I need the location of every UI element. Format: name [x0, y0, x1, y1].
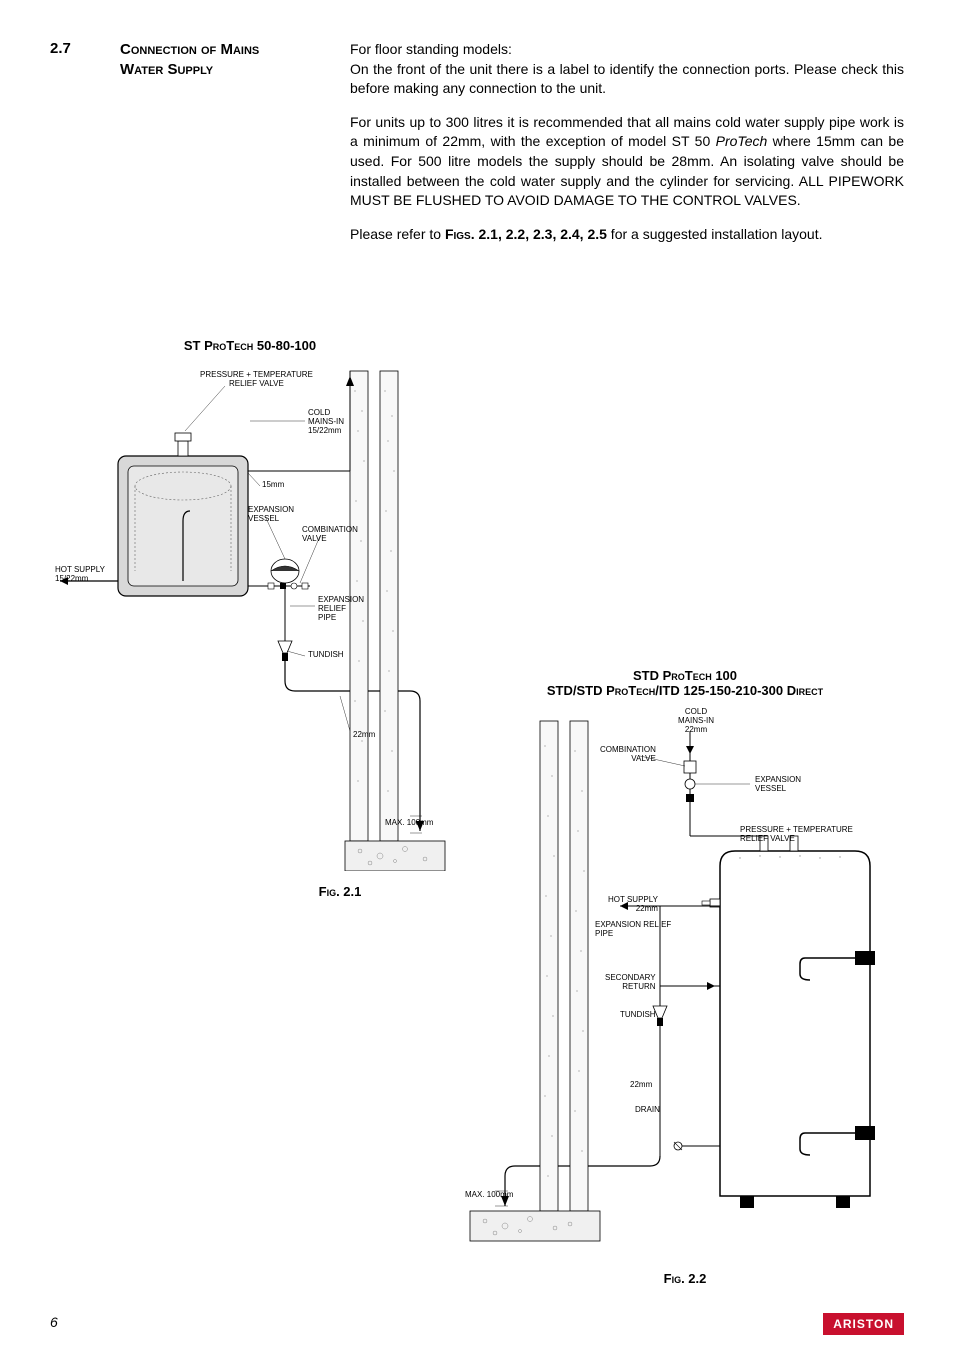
section-title-line2: Water Supply [120, 61, 213, 78]
diagram-2-svg [460, 706, 910, 1246]
p1-line1: For floor standing models: [350, 41, 512, 57]
d2-label-exp-vessel: EXPANSIONVESSEL [755, 776, 801, 794]
section-title-line1: Connection of Mains [120, 41, 259, 58]
d1-label-exp-vessel: EXPANSIONVESSEL [248, 506, 294, 524]
paragraph-2: For units up to 300 litres it is recomme… [350, 113, 904, 211]
d2-title-line2: STD/STD ProTech/ITD 125-150-210-300 Dire… [547, 683, 823, 698]
d1-label-hot-supply: HOT SUPPLY15/22mm [55, 566, 105, 584]
d2-label-drain: DRAIN [635, 1106, 660, 1115]
d1-label-exp-relief: EXPANSIONRELIEFPIPE [318, 596, 364, 622]
p3-pre: Please refer to [350, 226, 445, 242]
diagram-1-title: ST ProTech 50-80-100 [50, 338, 450, 353]
page-number: 6 [50, 1314, 58, 1330]
section-number: 2.7 [50, 40, 90, 258]
d2-label-max100: MAX. 100mm [465, 1191, 513, 1200]
diagram-1-caption: Fig. 2.1 [290, 884, 390, 899]
d2-label-exp-relief: EXPANSION RELIEFPIPE [595, 921, 671, 939]
d2-label-hot-supply: HOT SUPPLY22mm [608, 896, 658, 914]
diagram-2: COLDMAINS-IN22mm COMBINATIONVALVE EXPANS… [460, 706, 910, 1251]
d1-label-cold-mains: COLDMAINS-IN15/22mm [308, 409, 344, 435]
diagram-2-block: STD ProTech 100 STD/STD ProTech/ITD 125-… [460, 660, 910, 1286]
d1-label-comb-valve: COMBINATIONVALVE [302, 526, 358, 544]
d2-label-pt-relief: PRESSURE + TEMPERATURERELIEF VALVE [740, 826, 853, 844]
brand-logo: ARISTON [823, 1313, 904, 1335]
d2-label-tundish: TUNDISH [620, 1011, 656, 1020]
p1-line2: On the front of the unit there is a labe… [350, 61, 904, 97]
paragraph-1: For floor standing models: On the front … [350, 40, 904, 99]
body-column: For floor standing models: On the front … [350, 40, 904, 258]
diagram-2-title: STD ProTech 100 STD/STD ProTech/ITD 125-… [460, 668, 910, 698]
d2-label-comb-valve: COMBINATIONVALVE [600, 746, 656, 764]
d2-label-sec-return: SECONDARYRETURN [605, 974, 656, 992]
d1-label-pt-relief: PRESSURE + TEMPERATURERELIEF VALVE [200, 371, 313, 389]
d2-label-cold-mains: COLDMAINS-IN22mm [678, 708, 714, 734]
paragraph-3: Please refer to Figs. 2.1, 2.2, 2.3, 2.4… [350, 225, 904, 245]
d1-label-15mm: 15mm [262, 481, 284, 490]
brand-text: ARISTON [833, 1317, 894, 1331]
p2-italic: ProTech [716, 133, 768, 149]
d1-label-tundish: TUNDISH [308, 651, 344, 660]
d1-label-22mm: 22mm [353, 731, 375, 740]
diagram-1-svg [50, 361, 450, 871]
d1-label-max100: MAX. 100mm [385, 819, 433, 828]
section-header: 2.7 Connection of Mains Water Supply For… [50, 40, 904, 258]
diagram-1: PRESSURE + TEMPERATURERELIEF VALVE COLDM… [50, 361, 450, 876]
p3-post: for a suggested installation layout. [607, 226, 823, 242]
d2-label-22mm: 22mm [630, 1081, 652, 1090]
d2-title-line1: STD ProTech 100 [633, 668, 737, 683]
section-title: Connection of Mains Water Supply [120, 40, 320, 258]
diagram-2-caption: Fig. 2.2 [460, 1271, 910, 1286]
diagram-1-block: ST ProTech 50-80-100 [50, 330, 450, 899]
p3-bold: Figs. 2.1, 2.2, 2.3, 2.4, 2.5 [445, 226, 607, 242]
